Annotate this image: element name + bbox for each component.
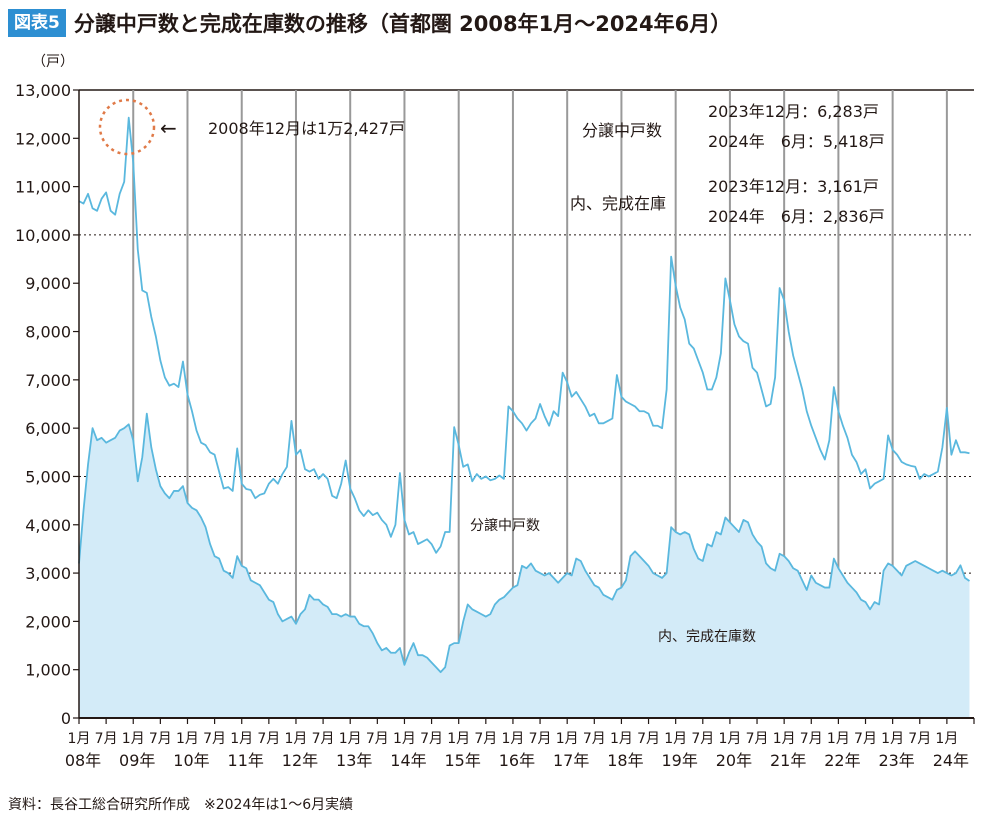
x-year-label: 17年	[553, 751, 589, 770]
x-year-label: 09年	[119, 751, 155, 770]
y-tick-label: 11,000	[15, 178, 71, 197]
inventory-name: 内、完成在庫	[570, 194, 666, 213]
x-year-label: 16年	[499, 751, 535, 770]
x-year-label: 19年	[661, 751, 697, 770]
x-year-label: 18年	[607, 751, 643, 770]
line-layer	[78, 116, 970, 674]
x-month-label: 1月	[339, 731, 362, 747]
x-year-label: 14年	[390, 751, 426, 770]
title-row: 図表5 分譲中戸数と完成在庫数の推移（首都圏 2008年1月～2024年6月）	[8, 6, 731, 40]
y-tick-label: 6,000	[25, 419, 71, 438]
x-month-label: 7月	[800, 731, 823, 747]
series-label-inventory: 内、完成在庫数	[658, 628, 756, 645]
x-month-label: 7月	[583, 731, 606, 747]
x-month-label: 1月	[881, 731, 904, 747]
x-year-label: 13年	[336, 751, 372, 770]
y-tick-label: 12,000	[15, 129, 71, 148]
chart-title: 分譲中戸数と完成在庫数の推移（首都圏 2008年1月～2024年6月）	[73, 12, 732, 36]
x-year-label: 10年	[173, 751, 209, 770]
y-tick-label: 1,000	[25, 661, 71, 680]
x-month-label: 1月	[935, 731, 958, 747]
y-tick-label: 9,000	[25, 274, 71, 293]
x-month-label: 1月	[773, 731, 796, 747]
x-year-label: 12年	[282, 751, 318, 770]
x-year-label: 24年	[933, 751, 969, 770]
x-month-label: 7月	[637, 731, 660, 747]
chart-svg: 0 1,000 2,000 3,000 4,000 5,000 6,000 7,000 8,00…	[15, 54, 975, 770]
figure-badge: 図表5	[8, 9, 66, 37]
x-month-label: 7月	[474, 731, 497, 747]
x-year-label: 23年	[878, 751, 914, 770]
x-month-label: 1月	[447, 731, 470, 747]
x-month-label: 7月	[529, 731, 552, 747]
x-month-label: 7月	[203, 731, 226, 747]
inventory-2023: 2023年12月：3,161戸	[708, 177, 879, 196]
y-tick-label: 2,000	[25, 612, 71, 631]
x-month-label: 7月	[312, 731, 335, 747]
peak-marker	[98, 98, 156, 156]
x-month-label: 7月	[908, 731, 931, 747]
inventory-2024: 2024年 6月：2,836戸	[708, 207, 885, 226]
x-month-label: 7月	[691, 731, 714, 747]
y-tick-label: 8,000	[25, 323, 71, 342]
x-year-label: 15年	[445, 751, 481, 770]
x-month-label: 1月	[393, 731, 416, 747]
x-month-label: 1月	[122, 731, 145, 747]
x-month-label: 1月	[68, 731, 91, 747]
x-month-label: 1月	[664, 731, 687, 747]
y-tick-label: 5,000	[25, 467, 71, 486]
x-year-label: 22年	[824, 751, 860, 770]
y-tick-label: 13,000	[15, 81, 71, 100]
x-month-label: 7月	[854, 731, 877, 747]
total-units-2024: 2024年 6月：5,418戸	[708, 132, 885, 151]
x-month-label: 7月	[95, 731, 118, 747]
x-month-label: 1月	[610, 731, 633, 747]
y-tick-label: 0	[61, 709, 71, 728]
inventory-area	[79, 413, 970, 718]
x-month-label: 7月	[746, 731, 769, 747]
x-year-label: 11年	[228, 751, 264, 770]
series-line-inventory	[78, 412, 970, 674]
x-month-label: 7月	[420, 731, 443, 747]
x-month-label: 7月	[366, 731, 389, 747]
series-label-total: 分譲中戸数	[470, 518, 540, 534]
x-month-label: 1月	[176, 731, 199, 747]
x-year-label: 08年	[65, 751, 101, 770]
x-year-label: 21年	[770, 751, 806, 770]
x-month-label: 1月	[230, 731, 253, 747]
source-note: 資料：長谷工総合研究所作成 ※2024年は1～6月実績	[8, 797, 354, 813]
axis-layer: 0 1,000 2,000 3,000 4,000 5,000 6,000 7,000 8,00…	[15, 81, 975, 770]
area-layer	[79, 413, 970, 718]
y-tick-label: 3,000	[25, 564, 71, 583]
x-month-label: 1月	[501, 731, 524, 747]
y-tick-label: 4,000	[25, 516, 71, 535]
x-month-label: 1月	[556, 731, 579, 747]
peak-arrow: ←	[160, 116, 177, 140]
x-month-label: 1月	[285, 731, 308, 747]
x-month-label: 1月	[718, 731, 741, 747]
peak-annotation: 2008年12月は1万2,427戸	[208, 119, 405, 138]
series-line-total	[78, 116, 970, 554]
x-month-label: 1月	[827, 731, 850, 747]
total-units-2023: 2023年12月：6,283戸	[708, 102, 879, 121]
y-tick-label: 7,000	[25, 371, 71, 390]
x-year-label: 20年	[716, 751, 752, 770]
y-tick-label: 10,000	[15, 226, 71, 245]
x-month-label: 7月	[149, 731, 172, 747]
y-axis-label: （戸）	[32, 54, 74, 70]
x-month-label: 7月	[257, 731, 280, 747]
total-units-name: 分譲中戸数	[582, 121, 662, 140]
